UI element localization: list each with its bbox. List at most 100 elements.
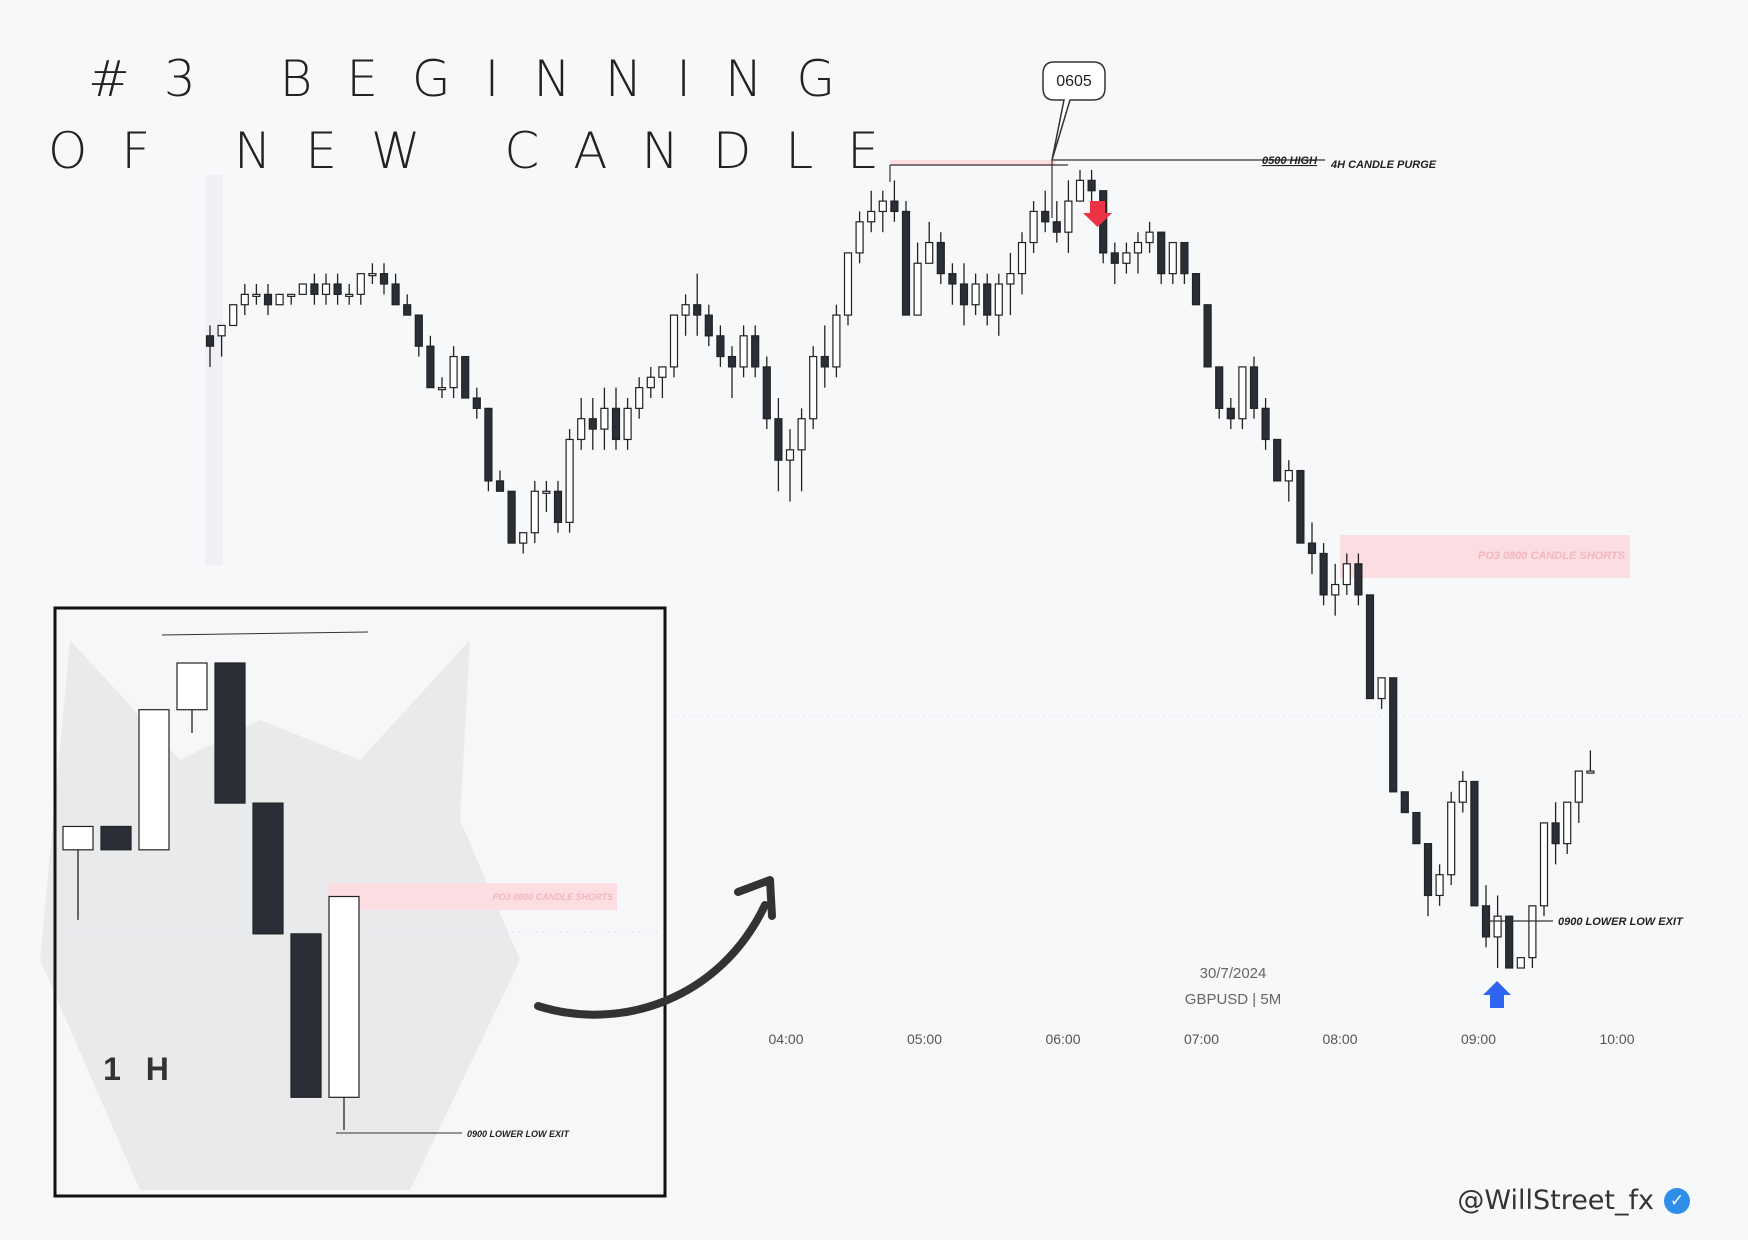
main-candle-body: [310, 283, 319, 295]
main-candle-body: [252, 293, 261, 297]
main-candle-body: [1238, 366, 1247, 420]
main-candle-body: [449, 355, 458, 389]
main-candle-body: [971, 283, 980, 306]
main-candle-body: [414, 314, 423, 347]
symbol-label: GBPUSD | 5M: [1185, 991, 1281, 1008]
po3-zone: [1340, 535, 1630, 578]
main-candle-body: [217, 324, 226, 337]
x-tick-label: 09:00: [1461, 1031, 1496, 1047]
main-candle-body: [1249, 366, 1259, 409]
main-candle-body: [1331, 583, 1340, 596]
main-candle-body: [426, 345, 435, 389]
main-candle-body: [530, 490, 539, 534]
main-candle-body: [1180, 241, 1189, 275]
main-candle-body: [391, 283, 400, 306]
sell-arrow-icon: [1083, 201, 1112, 227]
main-candle-body: [321, 283, 331, 295]
high-label: 0500 HIGH: [1262, 155, 1318, 167]
main-candle-body: [716, 335, 725, 358]
main-candle-body: [1110, 252, 1119, 264]
x-tick-label: 08:00: [1322, 1031, 1357, 1047]
main-candle-body: [1296, 469, 1305, 544]
main-candle-body: [727, 355, 737, 368]
main-candle-body: [785, 449, 795, 461]
main-candle-body: [623, 407, 632, 441]
main-candle-body: [240, 293, 249, 306]
main-candle-body: [901, 210, 911, 316]
inset-candle-body: [214, 662, 246, 804]
check-badge-icon: ✓: [1664, 1187, 1690, 1214]
main-candle-body: [809, 355, 818, 420]
main-candle-body: [635, 387, 644, 409]
main-candle-body: [1365, 594, 1375, 700]
main-candle-body: [379, 273, 389, 285]
page-title-line-1: #3 BEGINNING: [88, 50, 870, 108]
curved-arrow-icon: [534, 901, 769, 1019]
x-tick-label: 05:00: [907, 1031, 942, 1047]
main-candle-body: [925, 241, 934, 264]
inset-po3-zone: [327, 883, 617, 910]
main-candle-body: [1133, 241, 1143, 254]
main-candle-body: [275, 293, 284, 306]
main-candle-body: [1006, 273, 1015, 285]
main-candle-body: [762, 366, 771, 420]
main-candle-body: [1389, 677, 1398, 793]
main-candle-body: [1075, 179, 1085, 202]
main-candle-body: [1029, 210, 1038, 244]
buy-arrow-icon: [1483, 981, 1511, 1008]
callout: 0605: [1042, 61, 1106, 161]
main-candle-body: [287, 293, 296, 297]
main-candle-body: [878, 200, 887, 213]
inset-timeframe-label: 1 H: [103, 1051, 177, 1087]
main-candle-body: [345, 293, 354, 297]
main-candle-body: [774, 418, 783, 461]
exit-label: 0900 LOWER LOW EXIT: [1558, 916, 1684, 928]
x-tick-label: 04:00: [768, 1031, 803, 1047]
main-candle-body: [959, 283, 969, 306]
inset-panel: PO3 0800 CANDLE SHORTS 0900 LOWER LOW EX…: [40, 606, 667, 1198]
high-zone: [890, 160, 1055, 166]
po3-zone-label: PO3 0800 CANDLE SHORTS: [1478, 550, 1626, 562]
x-tick-label: 07:00: [1184, 1031, 1219, 1047]
main-candles: [205, 170, 1595, 969]
main-candle-body: [913, 262, 922, 316]
main-candle-body: [832, 314, 841, 368]
main-candle-body: [890, 200, 899, 213]
main-candle-body: [693, 304, 702, 316]
main-candle-body: [553, 490, 563, 523]
main-candle-body: [403, 304, 412, 316]
faded-panel: [205, 175, 223, 565]
inset-candle-body: [100, 825, 132, 851]
main-candle-body: [298, 283, 307, 295]
main-candle-body: [1563, 801, 1572, 845]
page-title-line-2: OF NEW CANDLE: [48, 122, 913, 180]
inset-candle-body: [290, 933, 322, 1098]
main-candle-body: [739, 335, 748, 368]
curved-arrow-head: [734, 876, 776, 920]
main-candle-body: [1377, 677, 1386, 700]
main-candle-body: [600, 407, 609, 430]
x-tick-label: 06:00: [1045, 1031, 1080, 1047]
main-candle-body: [1168, 241, 1177, 275]
main-candle-body: [495, 480, 505, 492]
main-candle-body: [1064, 200, 1073, 233]
main-candle-body: [1226, 407, 1235, 420]
date-label: 30/7/2024: [1200, 965, 1267, 982]
inset-candle-body: [252, 802, 284, 935]
inset-po3-zone-label: PO3 0800 CANDLE SHORTS: [493, 892, 613, 902]
main-candle-body: [669, 314, 679, 368]
main-candle-body: [867, 210, 876, 223]
main-candle-body: [1215, 366, 1224, 409]
main-candle-body: [751, 335, 760, 368]
main-candle-body: [461, 355, 470, 399]
purge-label: 4H CANDLE PURGE: [1330, 159, 1437, 171]
main-candle-body: [1319, 552, 1328, 596]
inset-candle-body: [176, 662, 208, 711]
main-candle-body: [1458, 780, 1467, 803]
main-candle-body: [507, 490, 516, 544]
main-candle-body: [1017, 241, 1027, 275]
main-candle-body: [681, 304, 690, 316]
main-candle-body: [1516, 957, 1525, 969]
main-candle-body: [356, 273, 365, 295]
